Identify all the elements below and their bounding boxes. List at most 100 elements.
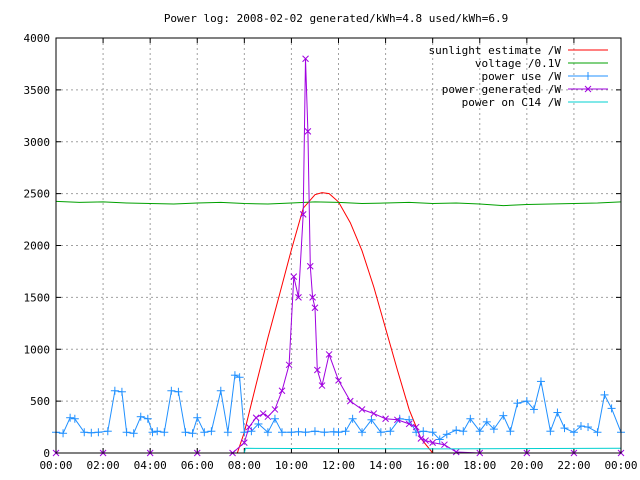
- cross-marker: [259, 410, 267, 417]
- plus-marker: [270, 414, 279, 423]
- plus-marker: [148, 428, 157, 437]
- plus-marker: [153, 427, 162, 436]
- cross-marker: [325, 351, 333, 358]
- plus-marker: [386, 427, 395, 436]
- plus-marker: [341, 427, 350, 436]
- plus-marker: [294, 427, 303, 436]
- cross-marker: [252, 414, 260, 422]
- plus-marker: [143, 414, 152, 423]
- cross-marker: [412, 423, 420, 431]
- legend-label: power on C14 /W: [462, 96, 562, 109]
- y-tick-label: 1000: [24, 343, 51, 356]
- legend-label: sunlight estimate /W: [429, 44, 562, 57]
- x-tick-label: 14:00: [369, 459, 402, 472]
- x-tick-label: 08:00: [228, 459, 261, 472]
- plus-marker: [442, 430, 451, 439]
- series-line: [55, 200, 622, 207]
- x-tick-label: 18:00: [463, 459, 496, 472]
- plus-marker: [489, 425, 498, 434]
- series-line: [55, 374, 622, 441]
- plus-marker: [482, 417, 491, 426]
- plus-marker: [367, 415, 376, 424]
- plus-marker: [117, 387, 126, 396]
- plot-frame: [55, 37, 622, 454]
- plus-marker: [181, 428, 190, 437]
- cross-marker: [302, 55, 309, 63]
- cross-marker: [335, 377, 342, 384]
- y-tick-label: 500: [30, 395, 50, 408]
- plus-marker: [310, 427, 319, 436]
- cross-marker: [417, 435, 425, 442]
- x-tick-label: 10:00: [275, 459, 308, 472]
- plus-marker: [560, 424, 569, 433]
- plus-marker: [94, 428, 103, 437]
- x-tick-label: 02:00: [87, 459, 120, 472]
- plus-marker: [428, 428, 437, 437]
- plus-marker: [600, 390, 609, 399]
- cross-marker: [370, 410, 378, 417]
- legend-label: voltage /0.1V: [475, 57, 561, 70]
- plus-marker: [216, 386, 225, 395]
- plus-marker: [230, 371, 239, 380]
- series-1: [55, 200, 622, 207]
- cross-marker: [271, 406, 279, 413]
- plus-marker: [247, 427, 256, 436]
- plus-marker: [174, 387, 183, 396]
- plus-marker: [188, 429, 197, 438]
- legend-label: power generated /W: [442, 83, 562, 96]
- cross-marker: [429, 439, 437, 446]
- plus-marker: [301, 428, 310, 437]
- plus-marker: [529, 405, 538, 414]
- x-tick-label: 20:00: [510, 459, 543, 472]
- plus-marker: [70, 414, 79, 423]
- cross-marker: [422, 437, 429, 444]
- cross-marker: [309, 294, 316, 301]
- cross-marker: [441, 441, 448, 449]
- plus-marker: [435, 435, 444, 444]
- plus-marker: [320, 428, 329, 437]
- plus-marker: [459, 427, 468, 436]
- plus-marker: [160, 428, 169, 437]
- plus-marker: [200, 428, 209, 437]
- legend-label: power use /W: [482, 70, 562, 83]
- plus-marker: [129, 429, 138, 438]
- plus-marker: [329, 427, 338, 436]
- cross-marker: [306, 262, 314, 270]
- cross-marker: [304, 128, 312, 135]
- cross-marker: [452, 448, 460, 456]
- cross-marker: [245, 423, 253, 431]
- cross-marker: [382, 415, 389, 423]
- plus-marker: [499, 411, 508, 420]
- plus-marker: [80, 428, 89, 437]
- y-tick-label: 4000: [24, 32, 51, 45]
- series-line: [56, 192, 621, 454]
- cross-marker: [405, 420, 413, 428]
- cross-marker: [313, 366, 321, 374]
- plus-marker: [207, 427, 216, 436]
- axes: 0 500 1000 1500 2000 2500 3000 3500 4000 00:00 02:…: [24, 32, 638, 472]
- y-tick-label: 2500: [24, 188, 51, 201]
- plus-marker: [103, 427, 112, 436]
- series-3: [52, 55, 625, 457]
- plus-marker: [122, 428, 131, 437]
- plus-marker: [348, 414, 357, 423]
- x-tick-label: 16:00: [416, 459, 449, 472]
- plus-marker: [576, 422, 585, 431]
- plus-marker: [405, 415, 414, 424]
- plus-marker: [376, 428, 385, 437]
- series-layer: [52, 55, 625, 457]
- cross-marker: [278, 387, 286, 395]
- cross-marker: [285, 361, 293, 369]
- y-tick-label: 3000: [24, 136, 51, 149]
- plus-marker: [263, 428, 272, 437]
- y-tick-label: 3500: [24, 84, 51, 97]
- plus-marker: [522, 397, 531, 406]
- plus-marker: [136, 412, 145, 421]
- plus-marker: [334, 428, 343, 437]
- plus-marker: [506, 427, 515, 436]
- cross-marker: [295, 294, 302, 301]
- plus-marker: [278, 428, 286, 437]
- cross-marker: [584, 85, 592, 93]
